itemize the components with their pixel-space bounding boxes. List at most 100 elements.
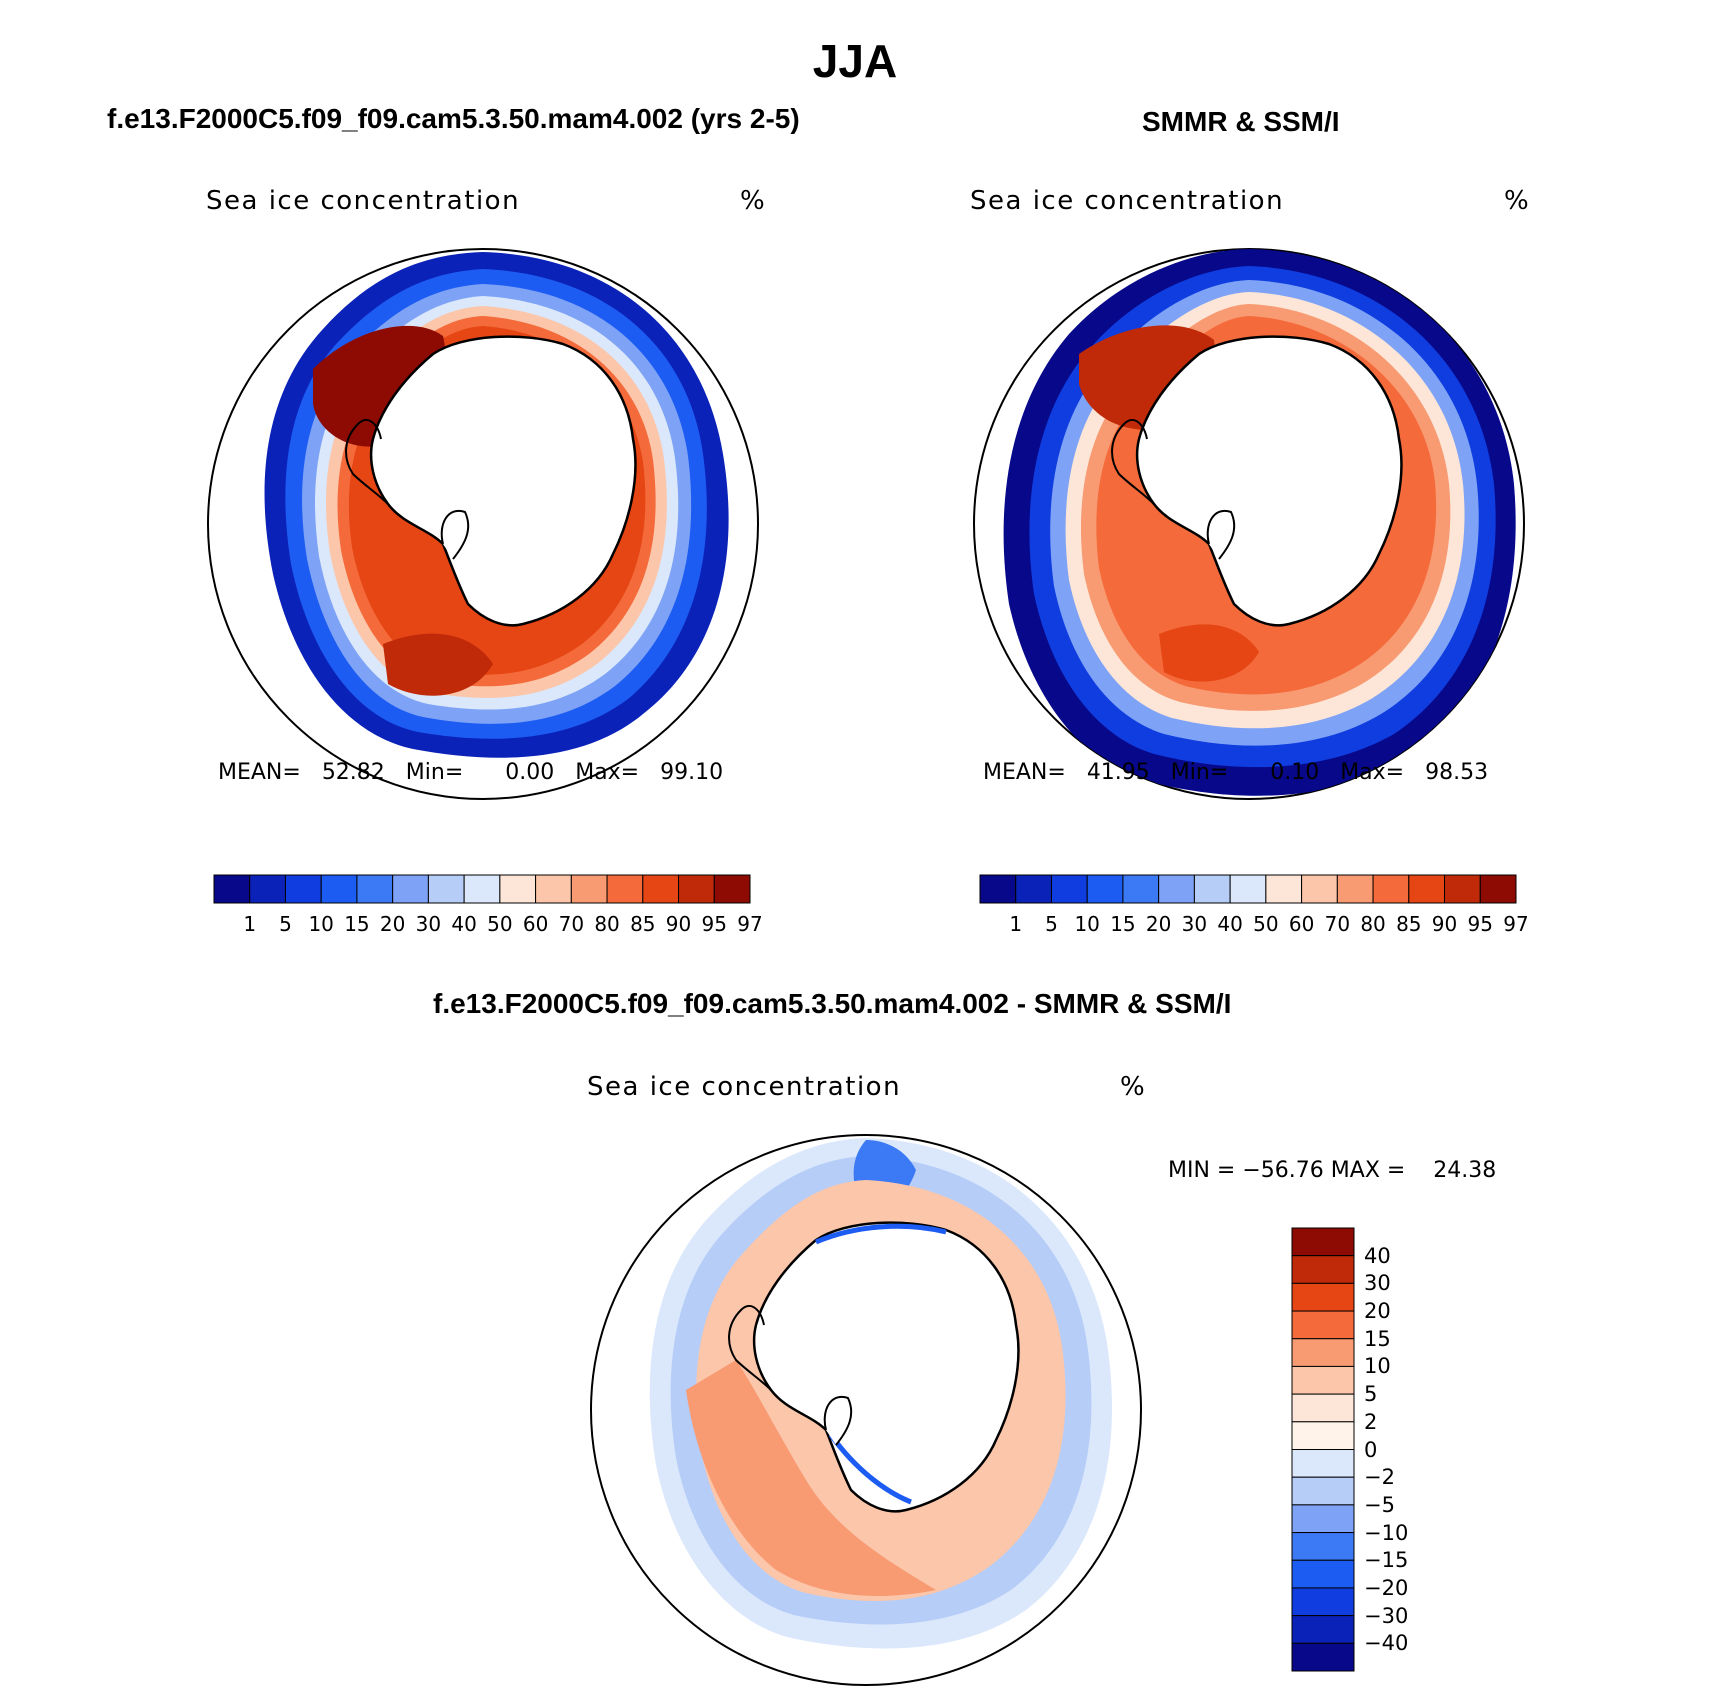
diff-colorbar-swatch [1291,1310,1355,1340]
diff-colorbar-swatch [1291,1227,1355,1257]
model-variable-label: Sea ice concentration [206,186,521,216]
model-colorbar-tick-label: 40 [451,912,477,936]
obs-colorbar-tick-label: 40 [1217,912,1243,936]
obs-colorbar-swatch [1193,874,1231,904]
diff-colorbar-swatch [1291,1255,1355,1284]
diff-colorbar-tick-label: 30 [1364,1271,1391,1296]
model-panel-header: f.e13.F2000C5.f09_f09.cam5.3.50.mam4.002… [107,103,800,134]
obs-polar-map [973,248,1525,800]
obs-colorbar-swatch [1229,874,1267,904]
diff-stats: MIN = −56.76 MAX = 24.38 [1168,1158,1497,1183]
diff-colorbar-swatch [1291,1338,1355,1367]
obs-colorbar-tick-label: 85 [1396,912,1422,936]
diff-colorbar-swatch [1291,1642,1355,1672]
obs-colorbar-tick-label: 10 [1074,912,1100,936]
model-colorbar-tick-label: 15 [344,912,370,936]
model-colorbar-swatch [392,874,429,904]
model-colorbar-swatch [535,874,572,904]
model-colorbar-tick-label: 20 [379,912,406,936]
diff-colorbar-tick-label: 2 [1364,1409,1378,1434]
diff-colorbar-tick-label: −20 [1364,1575,1409,1600]
diff-colorbar-swatch [1291,1532,1355,1561]
obs-colorbar-swatch [1086,874,1124,904]
model-colorbar-tick-label: 10 [308,912,334,936]
obs-colorbar-swatch [1265,874,1303,904]
obs-variable-label: Sea ice concentration [970,186,1285,216]
diff-colorbar-tick-label: 0 [1364,1437,1378,1462]
diff-colorbar-swatch [1291,1449,1355,1478]
diff-colorbar-tick-label: −10 [1364,1520,1409,1545]
obs-colorbar-tick-label: 5 [1045,912,1058,936]
diff-colorbar-tick-label: −5 [1364,1492,1395,1517]
diff-colorbar-labels: 40 30 20 15 10 5 2 0 −2 −5 −10 −15 −20 −30 −40 [1364,1228,1444,1673]
diff-colorbar-swatch [1291,1365,1355,1395]
model-colorbar-swatch [463,874,501,904]
obs-colorbar-swatch [1050,874,1088,904]
obs-colorbar-tick-label: 95 [1467,912,1493,936]
model-colorbar-swatch [678,874,715,904]
obs-colorbar-swatch [1408,874,1446,904]
diff-units-label: % [1120,1072,1147,1102]
obs-colorbar-tick-label: 1 [1009,912,1023,936]
model-colorbar [213,874,751,904]
diff-colorbar [1291,1227,1355,1672]
obs-units-label: % [1504,186,1531,216]
diff-colorbar-swatch [1291,1615,1355,1644]
obs-colorbar-tick-label: 97 [1503,912,1529,936]
diff-colorbar-tick-label: −2 [1364,1465,1395,1490]
diff-colorbar-swatch [1291,1421,1355,1450]
model-colorbar-swatch [606,874,644,904]
diff-colorbar-swatch [1291,1504,1355,1534]
model-colorbar-swatch [356,874,394,904]
model-colorbar-tick-label: 80 [594,912,620,936]
model-colorbar-swatch [249,874,286,904]
diff-polar-map [590,1134,1142,1686]
diff-colorbar-tick-label: 20 [1364,1299,1391,1324]
obs-colorbar-tick-label: 80 [1360,912,1386,936]
obs-colorbar-tick-label: 60 [1288,912,1315,936]
diff-colorbar-swatch [1291,1282,1355,1312]
model-colorbar-swatch [713,874,751,904]
model-colorbar-tick-label: 50 [487,912,513,936]
figure-title: JJA [812,35,898,87]
model-colorbar-tick-label: 95 [701,912,727,936]
model-colorbar-labels: 1 5 10 15 20 30 40 50 60 70 80 85 90 95 97 [214,912,762,938]
diff-colorbar-tick-label: −40 [1364,1631,1409,1656]
model-colorbar-swatch [499,874,537,904]
model-colorbar-tick-label: 1 [243,912,257,936]
obs-colorbar-swatch [1479,874,1517,904]
diff-variable-label: Sea ice concentration [587,1072,902,1102]
obs-colorbar-swatch [979,874,1017,904]
model-colorbar-swatch [642,874,680,904]
model-colorbar-tick-label: 85 [630,912,656,936]
obs-colorbar-swatch [1372,874,1410,904]
model-colorbar-tick-label: 5 [279,912,292,936]
diff-colorbar-swatch [1291,1476,1355,1506]
obs-colorbar-tick-label: 15 [1110,912,1136,936]
model-colorbar-swatch [427,874,465,904]
obs-colorbar-swatch [1015,874,1052,904]
diff-colorbar-swatch [1291,1393,1355,1423]
model-colorbar-tick-label: 90 [665,912,692,936]
diff-colorbar-tick-label: −15 [1364,1548,1409,1573]
obs-colorbar-tick-label: 70 [1324,912,1351,936]
model-units-label: % [740,186,767,216]
diff-colorbar-swatch [1291,1587,1355,1617]
obs-colorbar-swatch [1158,874,1195,904]
diff-colorbar-tick-label: −30 [1364,1603,1409,1628]
model-colorbar-swatch [213,874,251,904]
diff-colorbar-tick-label: 10 [1364,1354,1391,1379]
model-colorbar-tick-label: 97 [737,912,763,936]
obs-colorbar-labels: 1 5 10 15 20 30 40 50 60 70 80 85 90 95 97 [980,912,1528,938]
obs-colorbar-swatch [1336,874,1374,904]
model-colorbar-tick-label: 30 [415,912,442,936]
model-polar-map [207,248,759,800]
obs-colorbar-swatch [1444,874,1481,904]
diff-panel-header: f.e13.F2000C5.f09_f09.cam5.3.50.mam4.002… [433,988,1232,1019]
model-colorbar-swatch [284,874,322,904]
obs-panel-header: SMMR & SSM/I [1142,106,1340,137]
model-stats: MEAN= 52.82 Min= 0.00 Max= 99.10 [218,760,724,785]
obs-colorbar-tick-label: 30 [1181,912,1208,936]
obs-colorbar-tick-label: 50 [1253,912,1279,936]
model-colorbar-swatch [570,874,608,904]
